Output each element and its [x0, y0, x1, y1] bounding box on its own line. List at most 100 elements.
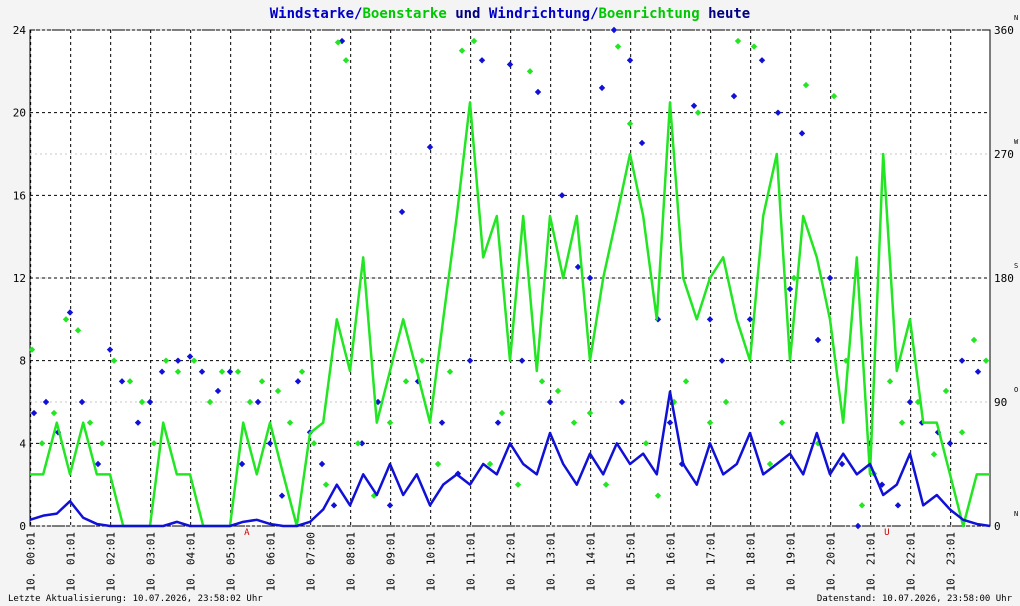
- x-tick-label: 10. 04:01: [185, 532, 198, 592]
- direction-point: [518, 357, 526, 364]
- direction-point: [654, 492, 662, 499]
- direction-point: [774, 109, 782, 116]
- direction-point: [706, 316, 714, 323]
- direction-point: [446, 368, 454, 375]
- x-tick-label: 10. 22:01: [905, 532, 918, 592]
- series-line: [30, 101, 990, 528]
- direction-point: [778, 419, 786, 426]
- direction-point: [706, 419, 714, 426]
- title-part: und: [447, 6, 489, 22]
- title-part: Boenrichtung: [599, 6, 700, 22]
- title-part: Windrichtung/: [489, 6, 599, 22]
- x-tick-label: 10. 12:01: [505, 532, 518, 592]
- direction-point: [438, 419, 446, 426]
- y2-tick-letter: S: [1014, 262, 1018, 270]
- y2-tick-letter: W: [1014, 138, 1019, 146]
- direction-point: [610, 26, 618, 34]
- direction-point: [318, 460, 326, 468]
- direction-point: [174, 357, 182, 364]
- direction-point: [694, 109, 702, 116]
- direction-point: [354, 440, 362, 447]
- x-tick-label: 10. 10:01: [425, 532, 438, 592]
- direction-point: [558, 192, 566, 199]
- x-tick-label: 10. 11:01: [465, 532, 478, 592]
- direction-point: [534, 88, 542, 96]
- direction-point: [690, 102, 698, 109]
- x-tick-label: 10. 14:01: [585, 532, 598, 592]
- direction-point: [254, 398, 262, 406]
- direction-point: [162, 357, 170, 364]
- direction-point: [398, 208, 406, 216]
- direction-point: [838, 460, 846, 468]
- direction-point: [98, 440, 106, 447]
- direction-point: [618, 398, 626, 406]
- direction-point: [526, 68, 534, 75]
- direction-point: [930, 451, 938, 458]
- direction-point: [766, 460, 774, 468]
- x-tick-label: 10. 07:00: [305, 532, 318, 592]
- direction-point: [278, 492, 286, 499]
- direction-point: [486, 460, 494, 468]
- x-tick-label: 10. 18:01: [745, 532, 758, 592]
- x-tick-label: 10. 09:01: [385, 532, 398, 592]
- sun-marker: U: [884, 528, 889, 538]
- x-tick-label: 10. 06:01: [265, 532, 278, 592]
- direction-point: [402, 378, 410, 385]
- direction-point: [286, 419, 294, 426]
- direction-point: [574, 263, 582, 271]
- direction-point: [28, 346, 36, 353]
- y2-tick-letter: N: [1014, 510, 1018, 518]
- chart-title: Windstarke/Boenstarke und Windrichtung/B…: [270, 6, 750, 22]
- x-tick-label: 10. 05:01: [225, 532, 238, 592]
- direction-point: [274, 387, 282, 395]
- direction-point: [358, 440, 366, 447]
- direction-point: [826, 274, 834, 282]
- y-tick-label: 16: [13, 189, 26, 202]
- direction-point: [134, 419, 142, 426]
- direction-point: [342, 57, 350, 64]
- y2-tick-letter: O: [1014, 386, 1018, 394]
- direction-point: [538, 378, 546, 385]
- direction-point: [494, 419, 502, 426]
- direction-point: [458, 47, 466, 54]
- direction-point: [958, 429, 966, 436]
- direction-point: [498, 409, 506, 417]
- x-tick-label: 10. 00:01: [25, 532, 38, 592]
- direction-point: [790, 274, 798, 282]
- direction-point: [570, 419, 578, 426]
- y2-tick-label: 0: [994, 520, 1001, 533]
- direction-point: [218, 368, 226, 375]
- direction-point: [310, 440, 318, 447]
- direction-point: [894, 502, 902, 509]
- direction-point: [730, 92, 738, 100]
- y2-tick-label: 360: [994, 24, 1014, 37]
- y2-tick-label: 90: [994, 396, 1007, 409]
- x-tick-label: 10. 01:01: [65, 532, 78, 592]
- direction-point: [614, 43, 622, 50]
- direction-point: [266, 440, 274, 447]
- direction-point: [974, 368, 982, 375]
- x-tick-label: 10. 08:01: [345, 532, 358, 592]
- direction-point: [74, 327, 82, 334]
- direction-point: [186, 353, 194, 360]
- direction-point: [906, 398, 914, 406]
- direction-point: [598, 84, 606, 92]
- x-tick-label: 10. 16:01: [665, 532, 678, 592]
- direction-point: [426, 143, 434, 151]
- direction-point: [886, 378, 894, 385]
- y-tick-label: 24: [13, 24, 27, 37]
- title-part: Boenstarke: [362, 6, 446, 22]
- direction-point: [118, 378, 126, 385]
- x-tick-label: 10. 19:01: [785, 532, 798, 592]
- direction-point: [478, 57, 486, 64]
- x-tick-label: 10. 21:01: [865, 532, 878, 592]
- direction-point: [158, 368, 166, 375]
- x-tick-label: 10. 23:01: [945, 532, 958, 592]
- direction-point: [982, 357, 990, 364]
- y2-tick-label: 180: [994, 272, 1014, 285]
- direction-point: [970, 336, 978, 344]
- y-tick-label: 12: [13, 272, 26, 285]
- direction-point: [470, 37, 478, 45]
- footer-right: Datenstand: 10.07.2026, 23:58:00 Uhr: [817, 594, 1013, 604]
